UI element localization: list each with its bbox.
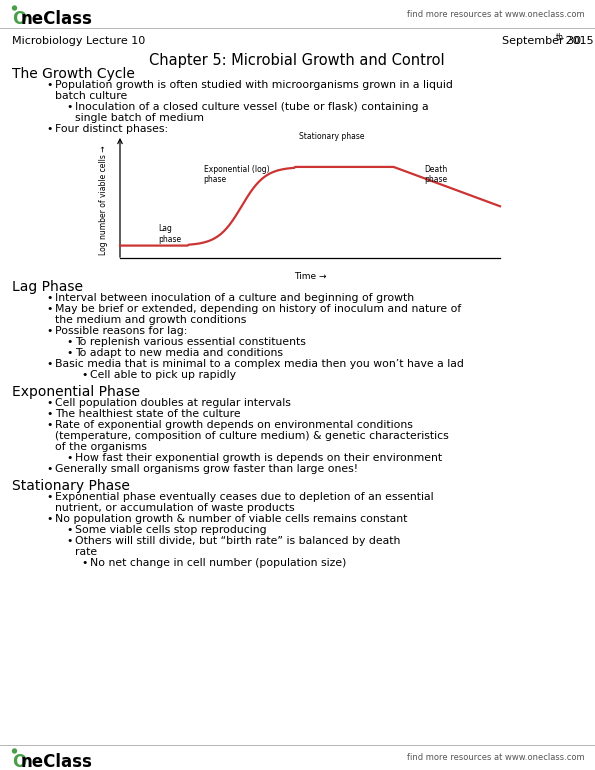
Text: O: O — [12, 753, 26, 770]
Text: nutrient, or accumulation of waste products: nutrient, or accumulation of waste produ… — [55, 503, 295, 513]
Text: •: • — [66, 536, 73, 546]
Text: neClass: neClass — [21, 10, 93, 28]
Text: •: • — [46, 398, 52, 408]
Text: Cell able to pick up rapidly: Cell able to pick up rapidly — [90, 370, 236, 380]
Text: •: • — [46, 293, 52, 303]
Text: rate: rate — [75, 547, 97, 557]
Text: Population growth is often studied with microorganisms grown in a liquid: Population growth is often studied with … — [55, 80, 453, 90]
Text: Others will still divide, but “birth rate” is balanced by death: Others will still divide, but “birth rat… — [75, 536, 400, 546]
Text: •: • — [46, 304, 52, 314]
Text: •: • — [66, 337, 73, 347]
Text: Generally small organisms grow faster than large ones!: Generally small organisms grow faster th… — [55, 464, 358, 474]
Text: Stationary Phase: Stationary Phase — [12, 479, 130, 493]
Text: Cell population doubles at regular intervals: Cell population doubles at regular inter… — [55, 398, 291, 408]
Text: single batch of medium: single batch of medium — [75, 113, 204, 123]
Text: O: O — [12, 10, 26, 28]
Text: •: • — [66, 525, 73, 535]
Text: Possible reasons for lag:: Possible reasons for lag: — [55, 326, 187, 336]
Text: the medium and growth conditions: the medium and growth conditions — [55, 315, 246, 325]
Text: No population growth & number of viable cells remains constant: No population growth & number of viable … — [55, 514, 408, 524]
Text: Exponential Phase: Exponential Phase — [12, 385, 140, 399]
Text: Four distinct phases:: Four distinct phases: — [55, 124, 168, 134]
Text: The healthiest state of the culture: The healthiest state of the culture — [55, 409, 240, 419]
Text: of the organisms: of the organisms — [55, 442, 147, 452]
Text: •: • — [66, 102, 73, 112]
Text: Basic media that is minimal to a complex media then you won’t have a lad: Basic media that is minimal to a complex… — [55, 359, 464, 369]
Text: To replenish various essential constituents: To replenish various essential constitue… — [75, 337, 306, 347]
Text: •: • — [46, 409, 52, 419]
Text: Stationary phase: Stationary phase — [299, 132, 364, 141]
Text: Some viable cells stop reproducing: Some viable cells stop reproducing — [75, 525, 267, 535]
Text: To adapt to new media and conditions: To adapt to new media and conditions — [75, 348, 283, 358]
Text: •: • — [46, 80, 52, 90]
Text: •: • — [46, 492, 52, 502]
Text: •: • — [66, 453, 73, 463]
Text: •: • — [66, 348, 73, 358]
Text: How fast their exponential growth is depends on their environment: How fast their exponential growth is dep… — [75, 453, 442, 463]
Text: •: • — [46, 464, 52, 474]
Text: Exponential phase eventually ceases due to depletion of an essential: Exponential phase eventually ceases due … — [55, 492, 434, 502]
Text: Ø: Ø — [12, 10, 24, 24]
Text: batch culture: batch culture — [55, 91, 127, 101]
Text: find more resources at www.oneclass.com: find more resources at www.oneclass.com — [408, 10, 585, 19]
Text: September 30: September 30 — [502, 36, 581, 46]
Text: •: • — [46, 420, 52, 430]
Text: Log number of viable cells →: Log number of viable cells → — [99, 146, 108, 256]
Text: Lag Phase: Lag Phase — [12, 280, 83, 294]
Text: 2015: 2015 — [562, 36, 594, 46]
Text: Chapter 5: Microbial Growth and Control: Chapter 5: Microbial Growth and Control — [149, 53, 445, 68]
Circle shape — [12, 749, 17, 753]
Text: Lag
phase: Lag phase — [158, 224, 181, 243]
Text: Time →: Time → — [294, 272, 326, 281]
Text: The Growth Cycle: The Growth Cycle — [12, 67, 135, 81]
Text: •: • — [46, 359, 52, 369]
Text: (temperature, composition of culture medium) & genetic characteristics: (temperature, composition of culture med… — [55, 431, 449, 441]
Text: •: • — [81, 370, 87, 380]
Text: Exponential (log)
phase: Exponential (log) phase — [203, 165, 269, 184]
Text: neClass: neClass — [21, 753, 93, 770]
Text: Death
phase: Death phase — [424, 165, 447, 184]
Text: Interval between inoculation of a culture and beginning of growth: Interval between inoculation of a cultur… — [55, 293, 414, 303]
Text: No net change in cell number (population size): No net change in cell number (population… — [90, 558, 346, 568]
Text: May be brief or extended, depending on history of inoculum and nature of: May be brief or extended, depending on h… — [55, 304, 461, 314]
Circle shape — [12, 6, 17, 10]
Text: •: • — [46, 124, 52, 134]
Text: •: • — [46, 326, 52, 336]
Text: •: • — [81, 558, 87, 568]
Text: find more resources at www.oneclass.com: find more resources at www.oneclass.com — [408, 753, 585, 762]
Text: Inoculation of a closed culture vessel (tube or flask) containing a: Inoculation of a closed culture vessel (… — [75, 102, 428, 112]
Text: Rate of exponential growth depends on environmental conditions: Rate of exponential growth depends on en… — [55, 420, 413, 430]
Text: •: • — [46, 514, 52, 524]
Text: Microbiology Lecture 10: Microbiology Lecture 10 — [12, 36, 145, 46]
Text: th: th — [556, 33, 563, 42]
